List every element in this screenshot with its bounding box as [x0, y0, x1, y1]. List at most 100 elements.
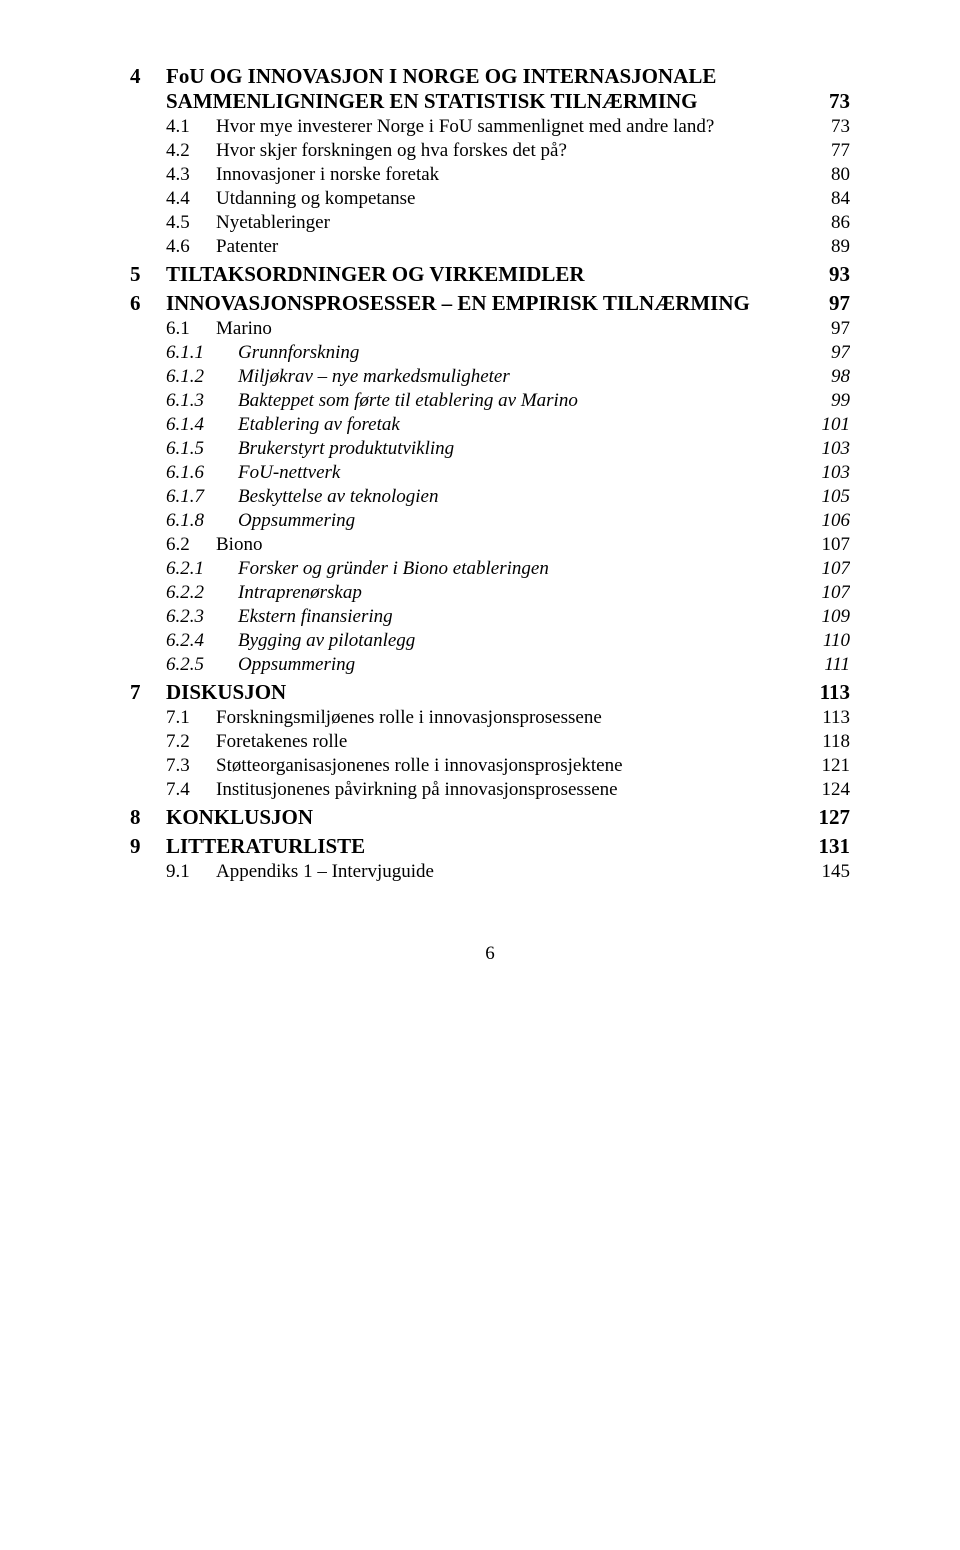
toc-entry-7.3: 7.3Støtteorganisasjonenes rolle i innova…	[130, 755, 850, 777]
toc-number: 6.1.2	[166, 366, 238, 388]
toc-label: 6.1.5Brukerstyrt produktutvikling	[166, 438, 454, 460]
toc-page-number: 101	[822, 414, 851, 436]
toc-entry-6.1.2: 6.1.2Miljøkrav – nye markedsmuligheter 98	[130, 366, 850, 388]
toc-page-number: 105	[822, 486, 851, 508]
toc-title: Utdanning og kompetanse	[216, 188, 415, 209]
toc-number: 5	[130, 262, 166, 287]
toc-number: 8	[130, 805, 166, 830]
toc-page-number: 111	[824, 654, 850, 676]
toc-page-number: 84	[831, 188, 850, 210]
toc-title: Hvor skjer forskningen og hva forskes de…	[216, 140, 567, 161]
page-number: 6	[130, 943, 850, 965]
toc-page-number: 80	[831, 164, 850, 186]
toc-number: 6.2	[166, 534, 216, 556]
toc-page-number: 124	[822, 779, 851, 801]
toc-label: 6.1.1Grunnforskning	[166, 342, 359, 364]
toc-label: 6.2.1Forsker og gründer i Biono etableri…	[166, 558, 549, 580]
toc-page-number: 145	[822, 861, 851, 883]
toc-title: Oppsummering	[238, 654, 355, 675]
toc-title: Nyetableringer	[216, 212, 330, 233]
toc-entry-7.4: 7.4Institusjonenes påvirkning på innovas…	[130, 779, 850, 801]
toc-page-number: 118	[822, 731, 850, 753]
toc-title: INNOVASJONSPROSESSER – EN EMPIRISK TILNÆ…	[166, 291, 750, 315]
toc-entry-6: 6INNOVASJONSPROSESSER – EN EMPIRISK TILN…	[130, 291, 850, 316]
toc-page-number: 107	[822, 558, 851, 580]
toc-page-number: 113	[820, 680, 850, 705]
toc-number: 6	[130, 291, 166, 316]
toc-entry-6.2: 6.2Biono107	[130, 534, 850, 556]
toc-number: 4	[130, 64, 166, 89]
toc-title: Grunnforskning	[238, 342, 359, 363]
toc-title: Marino	[216, 318, 272, 339]
toc-entry-9: 9LITTERATURLISTE131	[130, 834, 850, 859]
toc-title: Hvor mye investerer Norge i FoU sammenli…	[216, 116, 714, 137]
toc-number: 7.2	[166, 731, 216, 753]
toc-label: 6.1.4Etablering av foretak	[166, 414, 400, 436]
toc-title: LITTERATURLISTE	[166, 834, 365, 858]
toc-page-number: 110	[823, 630, 850, 652]
toc-label: 6.1.7Beskyttelse av teknologien	[166, 486, 438, 508]
toc-title: Forskningsmiljøenes rolle i innovasjonsp…	[216, 707, 602, 728]
toc-number: 6.1.5	[166, 438, 238, 460]
toc-label: 4.5Nyetableringer	[166, 212, 330, 234]
toc-entry-7.2: 7.2Foretakenes rolle 118	[130, 731, 850, 753]
toc-page: 4FoU OG INNOVASJON I NORGE OG INTERNASJO…	[0, 0, 960, 1005]
toc-title: Etablering av foretak	[238, 414, 400, 435]
toc-label: 9.1Appendiks 1 – Intervjuguide	[166, 861, 434, 883]
toc-entry-6.1.7: 6.1.7Beskyttelse av teknologien 105	[130, 486, 850, 508]
toc-entry-6.1.6: 6.1.6FoU-nettverk 103	[130, 462, 850, 484]
toc-entry-6.1.4: 6.1.4Etablering av foretak 101	[130, 414, 850, 436]
toc-title: Brukerstyrt produktutvikling	[238, 438, 454, 459]
toc-label: 9LITTERATURLISTE	[130, 834, 365, 859]
toc-title: FoU-nettverk	[238, 462, 340, 483]
toc-title: Foretakenes rolle	[216, 731, 347, 752]
toc-label: 6.2.4Bygging av pilotanlegg	[166, 630, 415, 652]
toc-page-number: 97	[831, 342, 850, 364]
toc-entry-6.1.5: 6.1.5Brukerstyrt produktutvikling 103	[130, 438, 850, 460]
toc-title: Støtteorganisasjonenes rolle i innovasjo…	[216, 755, 623, 776]
toc-label: 7DISKUSJON	[130, 680, 286, 705]
toc-page-number: 73	[829, 89, 850, 114]
toc-entry-4.4: 4.4Utdanning og kompetanse84	[130, 188, 850, 210]
toc-number: 6.2.1	[166, 558, 238, 580]
toc-number: 6.1	[166, 318, 216, 340]
toc-label: 7.2Foretakenes rolle	[166, 731, 347, 753]
toc-entry-6.2.2: 6.2.2Intraprenørskap107	[130, 582, 850, 604]
toc-entry-7: 7DISKUSJON 113	[130, 680, 850, 705]
toc-page-number: 93	[829, 262, 850, 287]
toc-entry-wrap-line2: SAMMENLIGNINGER EN STATISTISK TILNÆRMING…	[130, 89, 850, 114]
toc-number: 6.1.6	[166, 462, 238, 484]
toc-label: 6.2Biono	[166, 534, 262, 556]
toc-label: 6.1.2Miljøkrav – nye markedsmuligheter	[166, 366, 510, 388]
toc-label: 7.1Forskningsmiljøenes rolle i innovasjo…	[166, 707, 602, 729]
toc-page-number: 89	[831, 236, 850, 258]
toc-entry-6.1.1: 6.1.1Grunnforskning 97	[130, 342, 850, 364]
toc-entry-6.2.1: 6.2.1Forsker og gründer i Biono etableri…	[130, 558, 850, 580]
toc-page-number: 98	[831, 366, 850, 388]
toc-label: 6.1.3Bakteppet som førte til etablering …	[166, 390, 578, 412]
toc-label: 4.2Hvor skjer forskningen og hva forskes…	[166, 140, 567, 162]
toc-number: 6.1.3	[166, 390, 238, 412]
toc-page-number: 99	[831, 390, 850, 412]
toc-entry-4.5: 4.5Nyetableringer86	[130, 212, 850, 234]
toc-page-number: 109	[822, 606, 851, 628]
toc-label: 6.1Marino	[166, 318, 272, 340]
toc-label: 6.1.8Oppsummering	[166, 510, 355, 532]
toc-number: 4.5	[166, 212, 216, 234]
toc-title: Ekstern finansiering	[238, 606, 393, 627]
toc-title: FoU OG INNOVASJON I NORGE OG INTERNASJON…	[166, 64, 716, 88]
toc-entry-4.1: 4.1Hvor mye investerer Norge i FoU samme…	[130, 116, 850, 138]
toc-entry-6.2.4: 6.2.4Bygging av pilotanlegg 110	[130, 630, 850, 652]
toc-entry-9.1: 9.1Appendiks 1 – Intervjuguide 145	[130, 861, 850, 883]
toc-label: 4.3Innovasjoner i norske foretak	[166, 164, 439, 186]
toc-number: 4.1	[166, 116, 216, 138]
toc-page-number: 103	[822, 438, 851, 460]
toc-page-number: 106	[822, 510, 851, 532]
toc-entry-7.1: 7.1Forskningsmiljøenes rolle i innovasjo…	[130, 707, 850, 729]
toc-number: 6.2.5	[166, 654, 238, 676]
toc-title: Oppsummering	[238, 510, 355, 531]
toc-page-number: 103	[822, 462, 851, 484]
toc-page-number: 107	[822, 582, 851, 604]
toc-page-number: 121	[822, 755, 851, 777]
toc-label: 6.1.6FoU-nettverk	[166, 462, 340, 484]
